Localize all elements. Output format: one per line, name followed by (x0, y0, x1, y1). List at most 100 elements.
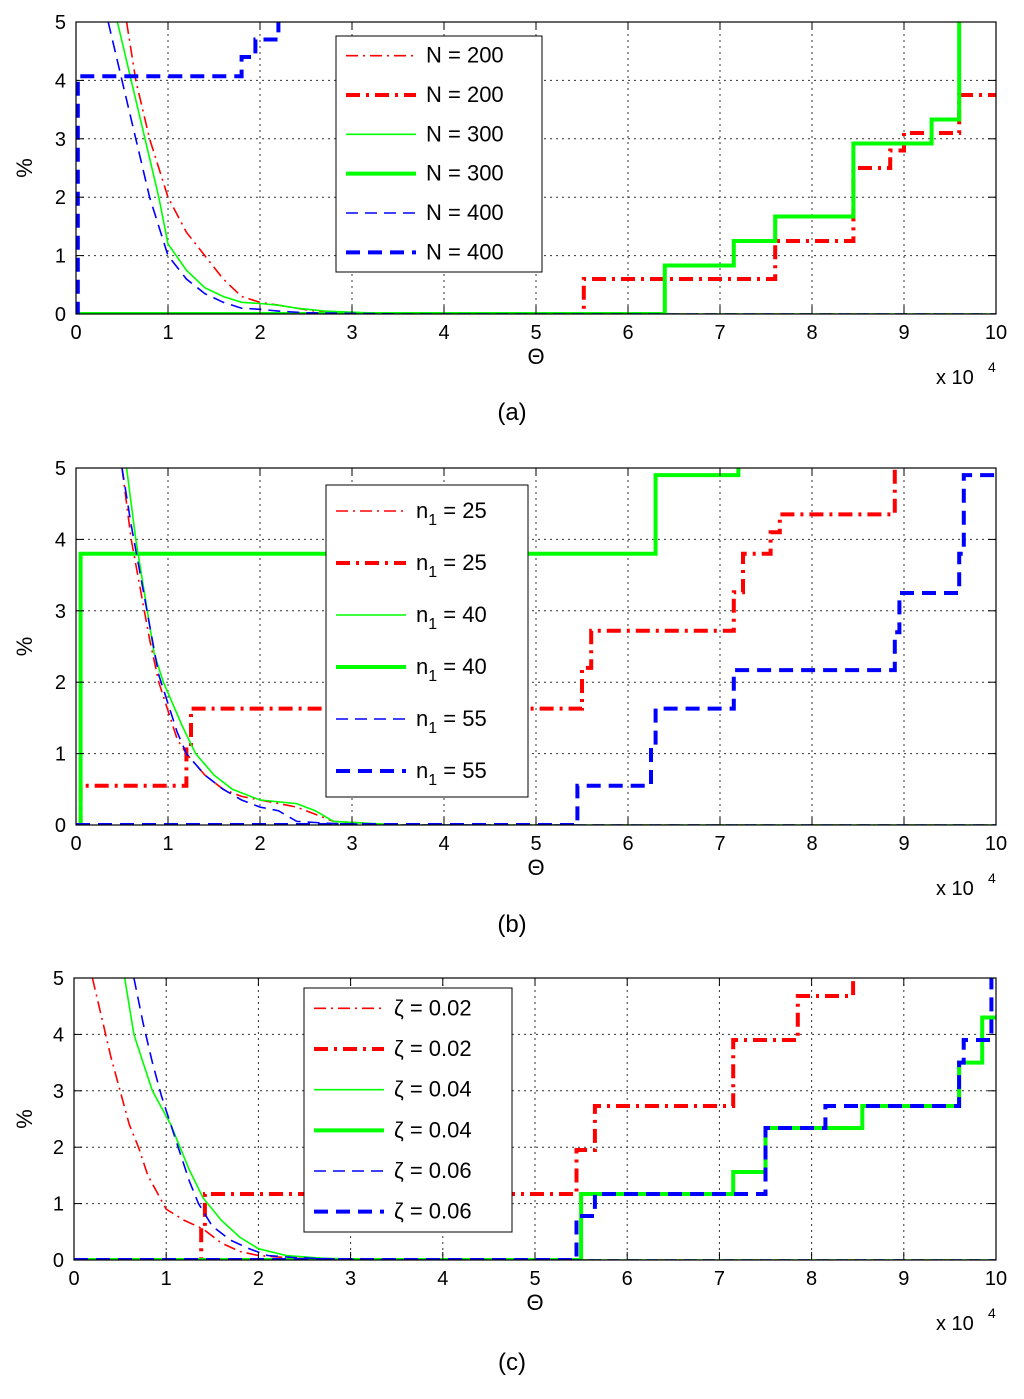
series-group (76, 468, 996, 825)
series-line-5 (76, 473, 996, 825)
x-multiplier: x 10 (936, 878, 974, 900)
legend-label-rest: = 40 (437, 654, 487, 679)
x-tick-label: 6 (622, 322, 633, 344)
legend-label-1: n1 = 25 (416, 550, 487, 581)
x-tick-label: 8 (806, 833, 817, 855)
x-multiplier-exponent: 4 (988, 1305, 996, 1321)
x-tick-label: 7 (714, 1268, 725, 1290)
series-line-2 (116, 22, 996, 314)
x-tick-label: 0 (70, 833, 81, 855)
x-tick-label: 4 (437, 1268, 448, 1290)
legend-label-5: ζ = 0.06 (394, 1199, 472, 1224)
x-tick-label: 6 (622, 1268, 633, 1290)
legend-label-subscript: 1 (428, 564, 437, 581)
legend-box (335, 35, 543, 273)
x-tick-label: 5 (530, 833, 541, 855)
legend-label-rest: = 25 (437, 550, 487, 575)
series-line-3 (76, 468, 741, 825)
y-tick-label: 5 (55, 458, 66, 480)
series-line-1 (74, 978, 856, 1260)
x-tick-label: 3 (346, 322, 357, 344)
y-tick-label: 5 (55, 12, 66, 34)
x-tick-label: 7 (714, 322, 725, 344)
legend-label-2: n1 = 40 (416, 602, 487, 633)
x-tick-label: 3 (345, 1268, 356, 1290)
legend-label-0: N = 200 (426, 43, 504, 68)
x-tick-label: 0 (70, 322, 81, 344)
series-line-0 (121, 468, 996, 825)
legend-label-rest: = 40 (437, 602, 487, 627)
y-tick-label: 4 (55, 70, 66, 92)
x-tick-label: 6 (622, 833, 633, 855)
legend-label-main: n (416, 550, 428, 575)
legend-label-main: n (416, 706, 428, 731)
series-group (74, 978, 996, 1260)
legend-label-1: N = 200 (426, 82, 504, 107)
x-tick-label: 8 (806, 322, 817, 344)
legend-label-0: ζ = 0.02 (394, 995, 472, 1020)
x-axis-label: Θ (527, 344, 544, 369)
panel-caption: (a) (497, 399, 526, 426)
series-line-1 (76, 93, 996, 314)
y-axis-label: % (12, 158, 37, 178)
y-tick-label: 1 (53, 1194, 64, 1216)
series-line-1 (76, 468, 897, 825)
x-tick-label: 2 (253, 1268, 264, 1290)
series-group (76, 22, 996, 314)
series-line-2 (123, 978, 996, 1260)
x-multiplier: x 10 (936, 1313, 974, 1335)
legend-label-subscript: 1 (428, 616, 437, 633)
x-axis-label: Θ (527, 855, 544, 880)
y-tick-label: 2 (55, 187, 66, 209)
legend-label-5: n1 = 55 (416, 758, 487, 789)
x-tick-label: 8 (806, 1268, 817, 1290)
x-tick-label: 9 (898, 1268, 909, 1290)
y-tick-label: 3 (55, 129, 66, 151)
legend-label-rest: = 55 (437, 706, 487, 731)
y-tick-label: 5 (53, 968, 64, 990)
y-tick-label: 2 (55, 672, 66, 694)
legend-label-4: N = 400 (426, 200, 504, 225)
legend-label-3: n1 = 40 (416, 654, 487, 685)
y-axis-label: % (12, 1109, 37, 1129)
x-multiplier-exponent: 4 (988, 870, 996, 886)
x-tick-label: 1 (162, 322, 173, 344)
x-tick-label: 2 (254, 322, 265, 344)
y-axis-label: % (12, 637, 37, 657)
y-tick-label: 3 (55, 601, 66, 623)
legend: ζ = 0.02 ζ = 0.02 ζ = 0.04 ζ = 0.04 ζ = 0.06… (303, 987, 513, 1233)
y-tick-label: 3 (53, 1081, 64, 1103)
series-line-5 (74, 978, 994, 1260)
x-tick-label: 9 (898, 322, 909, 344)
series-line-5 (76, 22, 281, 314)
legend-label-2: ζ = 0.04 (394, 1077, 472, 1102)
legend: N = 200 N = 200 N = 300 N = 300 N = 400 N = 4… (335, 35, 543, 273)
series-line-4 (121, 468, 996, 825)
series-line-4 (107, 22, 996, 314)
x-tick-label: 10 (985, 322, 1007, 344)
x-tick-label: 1 (162, 833, 173, 855)
legend-label-3: N = 300 (426, 161, 504, 186)
series-line-3 (76, 22, 962, 314)
x-tick-label: 10 (985, 833, 1007, 855)
legend-label-3: ζ = 0.04 (394, 1117, 472, 1142)
legend-label-main: n (416, 758, 428, 783)
x-tick-label: 10 (985, 1268, 1007, 1290)
legend-label-1: ζ = 0.02 (394, 1036, 472, 1061)
legend-box (303, 987, 513, 1233)
x-tick-label: 4 (438, 322, 449, 344)
legend-label-subscript: 1 (428, 668, 437, 685)
x-axis-label: Θ (526, 1290, 543, 1315)
x-tick-label: 4 (438, 833, 449, 855)
y-tick-label: 1 (55, 744, 66, 766)
panel-caption: (b) (497, 911, 526, 938)
legend-label-main: n (416, 602, 428, 627)
x-tick-label: 1 (161, 1268, 172, 1290)
panel-caption: (c) (498, 1349, 526, 1376)
x-multiplier-exponent: 4 (988, 359, 996, 375)
y-tick-label: 1 (55, 246, 66, 268)
y-tick-label: 2 (53, 1137, 64, 1159)
legend-label-0: n1 = 25 (416, 498, 487, 529)
